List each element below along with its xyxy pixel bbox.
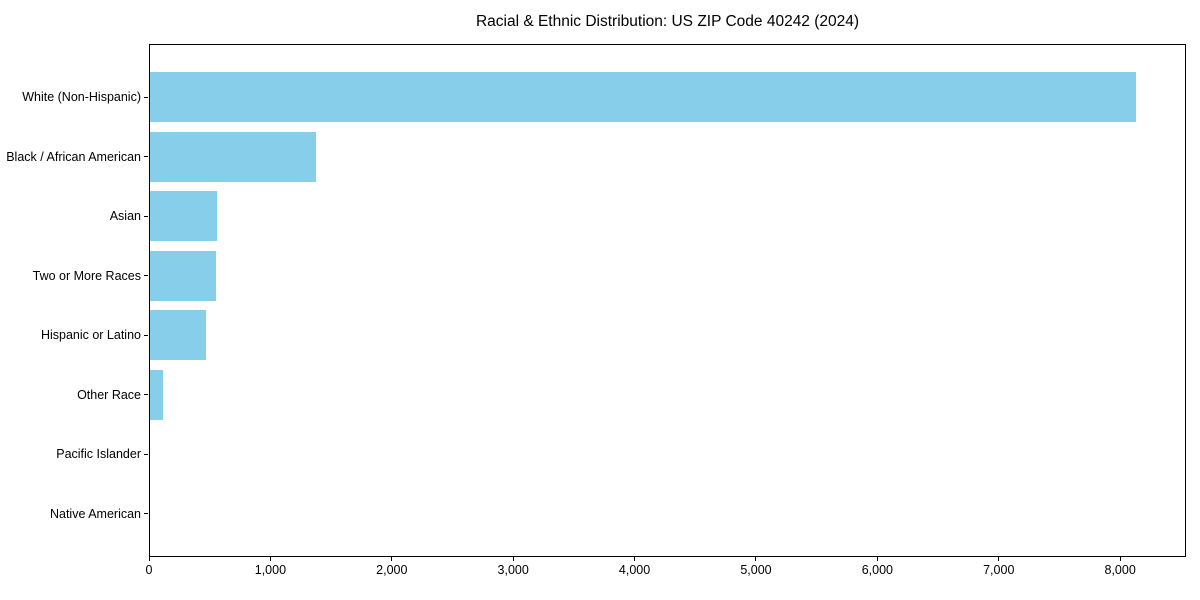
x-tick-label-5-000: 5,000 <box>740 563 772 577</box>
y-tick-mark <box>144 156 148 158</box>
y-label-hispanic-or-latino: Hispanic or Latino <box>40 328 141 343</box>
x-tick-mark <box>391 557 393 561</box>
x-tick-label-6-000: 6,000 <box>861 563 893 577</box>
y-tick-mark <box>144 96 148 98</box>
x-tick-mark <box>269 557 271 561</box>
y-label-other-race: Other Race <box>77 387 141 402</box>
x-tick-label-0: 0 <box>145 563 153 577</box>
chart-title: Racial & Ethnic Distribution: US ZIP Cod… <box>475 13 860 30</box>
x-tick-label-8-000: 8,000 <box>1104 563 1136 577</box>
x-tick-mark <box>755 557 757 561</box>
y-label-white-non-hispanic: White (Non-Hispanic) <box>22 90 141 104</box>
y-tick-mark <box>144 334 148 336</box>
y-label-native-american: Native American <box>49 506 141 521</box>
x-tick-label-7-000: 7,000 <box>983 563 1015 577</box>
x-tick-mark <box>634 557 636 561</box>
bar-two-or-more-races <box>150 250 216 301</box>
x-tick-label-2-000: 2,000 <box>376 563 408 577</box>
plot-area <box>149 44 1186 557</box>
bar-black-african-american <box>150 131 317 182</box>
y-label-pacific-islander: Pacific Islander <box>56 447 141 462</box>
y-tick-mark <box>144 394 148 396</box>
x-tick-label-1-000: 1,000 <box>254 563 287 577</box>
x-tick-label-3-000: 3,000 <box>497 563 529 577</box>
y-label-two-or-more-races: Two or More Races <box>32 268 141 283</box>
y-tick-mark <box>144 275 148 277</box>
bar-other-race <box>150 369 163 420</box>
y-tick-mark <box>144 215 148 217</box>
y-tick-mark <box>144 513 148 515</box>
y-label-black-african-american: Black / African American <box>6 149 141 164</box>
x-tick-mark <box>512 557 514 561</box>
y-tick-mark <box>144 453 148 455</box>
x-tick-label-4-000: 4,000 <box>618 563 651 577</box>
bar-hispanic-or-latino <box>150 310 206 361</box>
y-label-asian: Asian <box>109 209 141 224</box>
x-tick-mark <box>998 557 1000 561</box>
bar-white-non-hispanic <box>150 72 1136 122</box>
bar-asian <box>150 191 218 242</box>
x-tick-mark <box>876 557 878 561</box>
x-tick-mark <box>148 557 150 561</box>
x-tick-mark <box>1119 557 1121 561</box>
